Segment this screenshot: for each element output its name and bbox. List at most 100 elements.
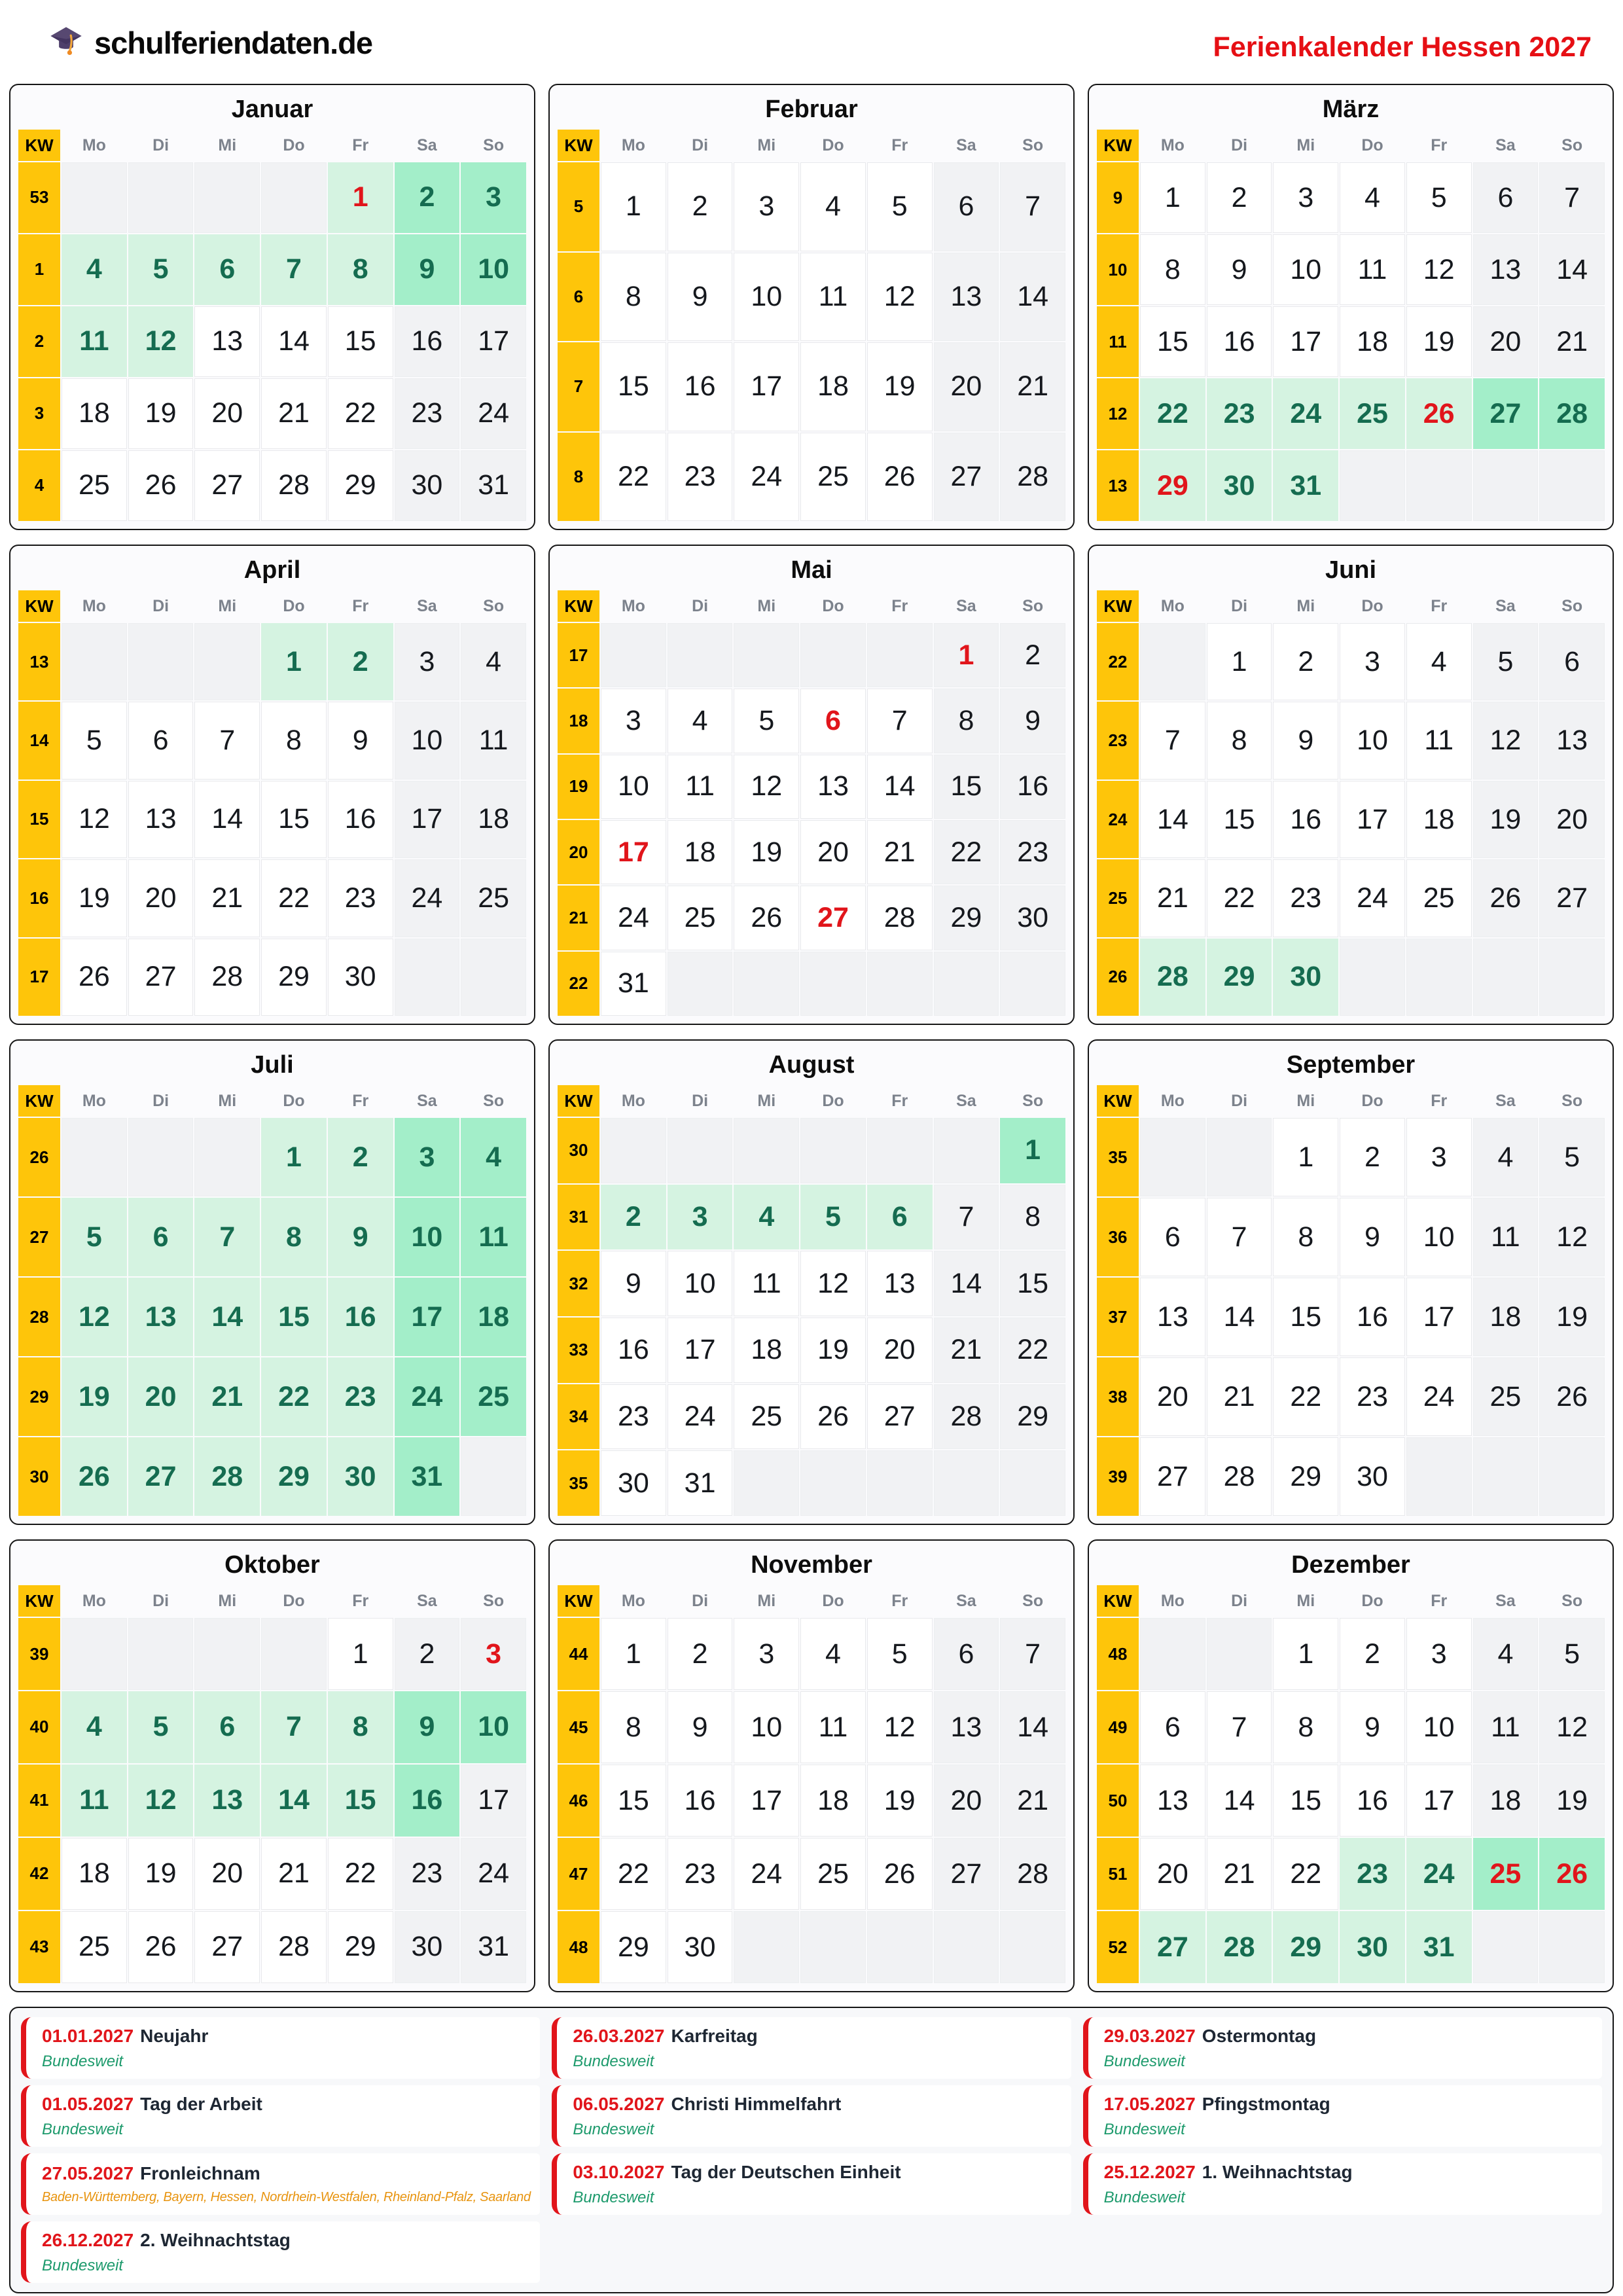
kw-cell: 18 (558, 689, 600, 753)
day-cell: 31 (1273, 450, 1339, 521)
day-cell: 29 (1206, 938, 1272, 1016)
day-cell: 22 (327, 378, 393, 449)
month-title: Dezember (1291, 1551, 1410, 1579)
day-cell: 15 (1000, 1251, 1065, 1316)
empty-cell (734, 951, 800, 1016)
day-cell: 10 (667, 1251, 733, 1316)
kw-cell: 2 (18, 306, 61, 377)
day-cell: 8 (1273, 1198, 1339, 1276)
day-cell: 29 (1273, 1437, 1339, 1516)
day-cell: 3 (394, 1118, 460, 1196)
kw-cell: 6 (558, 252, 600, 341)
weekday-header: So (483, 1091, 505, 1110)
weekday-header: Di (1231, 596, 1248, 615)
empty-cell (667, 1118, 733, 1183)
day-cell: 13 (194, 306, 260, 377)
day-cell: 18 (667, 819, 733, 885)
month-card-april: April KW Mo Di Mi Do Fr Sa So 13 1 2 3 4 14 5 6 7 8 9 10 11 15… (9, 545, 535, 1025)
day-cell: 1 (933, 623, 999, 688)
day-cell: 12 (800, 1251, 866, 1316)
day-cell: 29 (1273, 1911, 1339, 1983)
day-cell: 24 (394, 1357, 460, 1436)
kw-cell: 9 (1097, 162, 1139, 234)
day-cell: 6 (128, 702, 194, 780)
day-cell: 17 (394, 1278, 460, 1356)
day-cell: 5 (62, 1198, 127, 1276)
day-cell: 17 (734, 1765, 800, 1837)
day-cell: 2 (1340, 1618, 1405, 1690)
kw-cell: 48 (1097, 1618, 1139, 1690)
kw-cell: 45 (558, 1691, 600, 1763)
day-cell: 21 (194, 859, 260, 937)
weekday-header: So (1561, 1591, 1583, 1610)
day-cell: 10 (461, 1691, 526, 1763)
day-cell: 5 (1406, 162, 1472, 234)
day-cell: 13 (1472, 234, 1539, 306)
day-cell: 8 (1206, 702, 1272, 780)
empty-cell (667, 623, 733, 688)
day-cell: 20 (128, 859, 194, 937)
day-cell: 27 (933, 1838, 999, 1910)
day-cell: 1 (327, 162, 393, 233)
day-cell: 1 (601, 162, 666, 251)
day-cell: 27 (1140, 1437, 1205, 1516)
day-cell: 19 (1539, 1765, 1605, 1837)
day-cell: 31 (461, 1910, 526, 1983)
calendar-table: KW Mo Di Mi Do Fr Sa So 26 1 2 3 4 27 5 6 7 8 9 10 11 28 12 13 1… (17, 1084, 527, 1517)
day-cell: 4 (734, 1184, 800, 1250)
day-cell: 23 (394, 1837, 460, 1910)
weekday-header: Mi (757, 1091, 776, 1110)
day-cell: 25 (800, 432, 866, 521)
legend-holiday-line: 17.05.2027 Pfingstmontag (1104, 2094, 1586, 2115)
weekday-header: Sa (417, 1091, 437, 1110)
day-cell: 26 (128, 450, 194, 521)
day-cell: 3 (734, 1618, 800, 1690)
day-cell: 21 (1206, 1357, 1272, 1436)
day-cell: 24 (1406, 1357, 1472, 1436)
kw-cell: 23 (1097, 702, 1139, 780)
kw-cell: 31 (558, 1184, 600, 1250)
day-cell: 9 (394, 1691, 460, 1763)
weekday-header: Mi (1296, 1591, 1315, 1610)
calendar-table: KW Mo Di Mi Do Fr Sa So 44 1 2 3 4 5 6 7 45 8 9 10 11 12 13 14 4… (556, 1584, 1067, 1984)
legend-panel: 01.01.2027 Neujahr Bundesweit 26.03.2027 Kar… (9, 2007, 1614, 2293)
day-cell: 18 (461, 1278, 526, 1356)
weekday-header: Sa (1495, 1591, 1516, 1610)
kw-header-cell: KW (18, 130, 61, 161)
day-cell: 22 (1206, 859, 1272, 937)
day-cell: 16 (601, 1317, 666, 1383)
day-cell: 16 (667, 342, 733, 431)
legend-item-1-weihnachtstag: 25.12.2027 1. Weihnachtstag Bundesweit (1082, 2153, 1602, 2215)
kw-cell: 27 (18, 1198, 61, 1276)
day-cell: 13 (1539, 702, 1605, 780)
day-cell: 28 (194, 938, 260, 1016)
day-cell: 14 (261, 306, 327, 377)
day-cell: 25 (461, 859, 526, 937)
legend-holiday-name: Tag der Deutschen Einheit (671, 2161, 901, 2182)
empty-cell (394, 938, 460, 1016)
kw-cell: 53 (18, 162, 61, 233)
day-cell: 3 (1273, 162, 1339, 234)
month-title: Juli (251, 1051, 294, 1079)
kw-header-cell: KW (18, 590, 61, 622)
legend-holiday-line: 01.01.2027 Neujahr (42, 2026, 524, 2047)
kw-cell: 28 (18, 1278, 61, 1356)
day-cell: 26 (62, 1437, 127, 1516)
day-cell: 9 (667, 252, 733, 341)
legend-holiday-line: 25.12.2027 1. Weihnachtstag (1104, 2162, 1586, 2183)
day-cell: 28 (1140, 938, 1205, 1016)
day-cell: 22 (933, 819, 999, 885)
day-cell: 9 (1340, 1198, 1405, 1276)
weekday-header: Do (822, 596, 844, 615)
kw-cell: 51 (1097, 1838, 1139, 1910)
empty-cell (128, 623, 194, 701)
kw-cell: 41 (18, 1764, 61, 1837)
weekday-header: Fr (891, 135, 908, 154)
calendar-table: KW Mo Di Mi Do Fr Sa So 35 1 2 3 4 5 36 6 7 8 9 10 11 12 37 13 1… (1096, 1084, 1606, 1517)
weekday-header: Sa (417, 135, 437, 154)
site-logo[interactable]: schulferiendaten.de (47, 24, 373, 62)
day-cell: 7 (1206, 1198, 1272, 1276)
kw-cell: 11 (1097, 306, 1139, 378)
day-cell: 12 (62, 780, 127, 859)
day-cell: 28 (1206, 1911, 1272, 1983)
